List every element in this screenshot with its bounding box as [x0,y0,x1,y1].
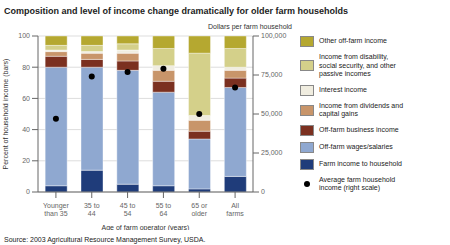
svg-text:60: 60 [22,95,30,102]
svg-text:Percent of household income (b: Percent of household income (bars) [8,59,10,170]
html-text:Source: 2003 Agricultural Reso: Source: 2003 Agricultural Resource Manag… [4,236,206,243]
html-text:Interest income: Interest income [319,85,367,93]
html-text:Dollars per farm household: Dollars per farm household [208,23,292,30]
html-text:Off-farm wages/salaries: Off-farm wages/salaries [319,142,393,150]
html-text:Composition and level of incom: Composition and level of income change d… [4,6,349,16]
svg-text:Allfarms: Allfarms [226,202,244,217]
svg-text:25,000: 25,000 [261,149,283,156]
svg-text:75,000: 75,000 [261,71,283,78]
svg-text:80: 80 [22,64,30,71]
html-text:Income from dividends and capi: Income from dividends and capital gains [319,101,403,117]
svg-text:35 to44: 35 to44 [84,202,100,217]
html-text:Farm income to household: Farm income to household [319,159,402,167]
svg-text:Age of farm operator (years): Age of farm operator (years) [102,224,190,230]
svg-text:50,000: 50,000 [261,110,283,117]
svg-text:100: 100 [18,32,30,39]
svg-text:Youngerthan 35: Youngerthan 35 [43,202,69,217]
svg-text:45 to54: 45 to54 [120,202,136,217]
svg-text:100,000: 100,000 [261,32,286,39]
html-text:Average farm household income: Average farm household income (right sca… [319,175,396,191]
svg-text:55 to64: 55 to64 [156,202,172,217]
html-text:Income from disability, social: Income from disability, social security,… [319,53,396,77]
svg-text:65 orolder: 65 orolder [191,202,208,217]
svg-text:0: 0 [261,188,265,195]
svg-text:0: 0 [26,188,30,195]
html-text:Other off-farm income: Other off-farm income [319,37,387,45]
svg-text:20: 20 [22,157,30,164]
svg-text:40: 40 [22,126,30,133]
html-text:Off-farm business income: Off-farm business income [319,125,399,133]
